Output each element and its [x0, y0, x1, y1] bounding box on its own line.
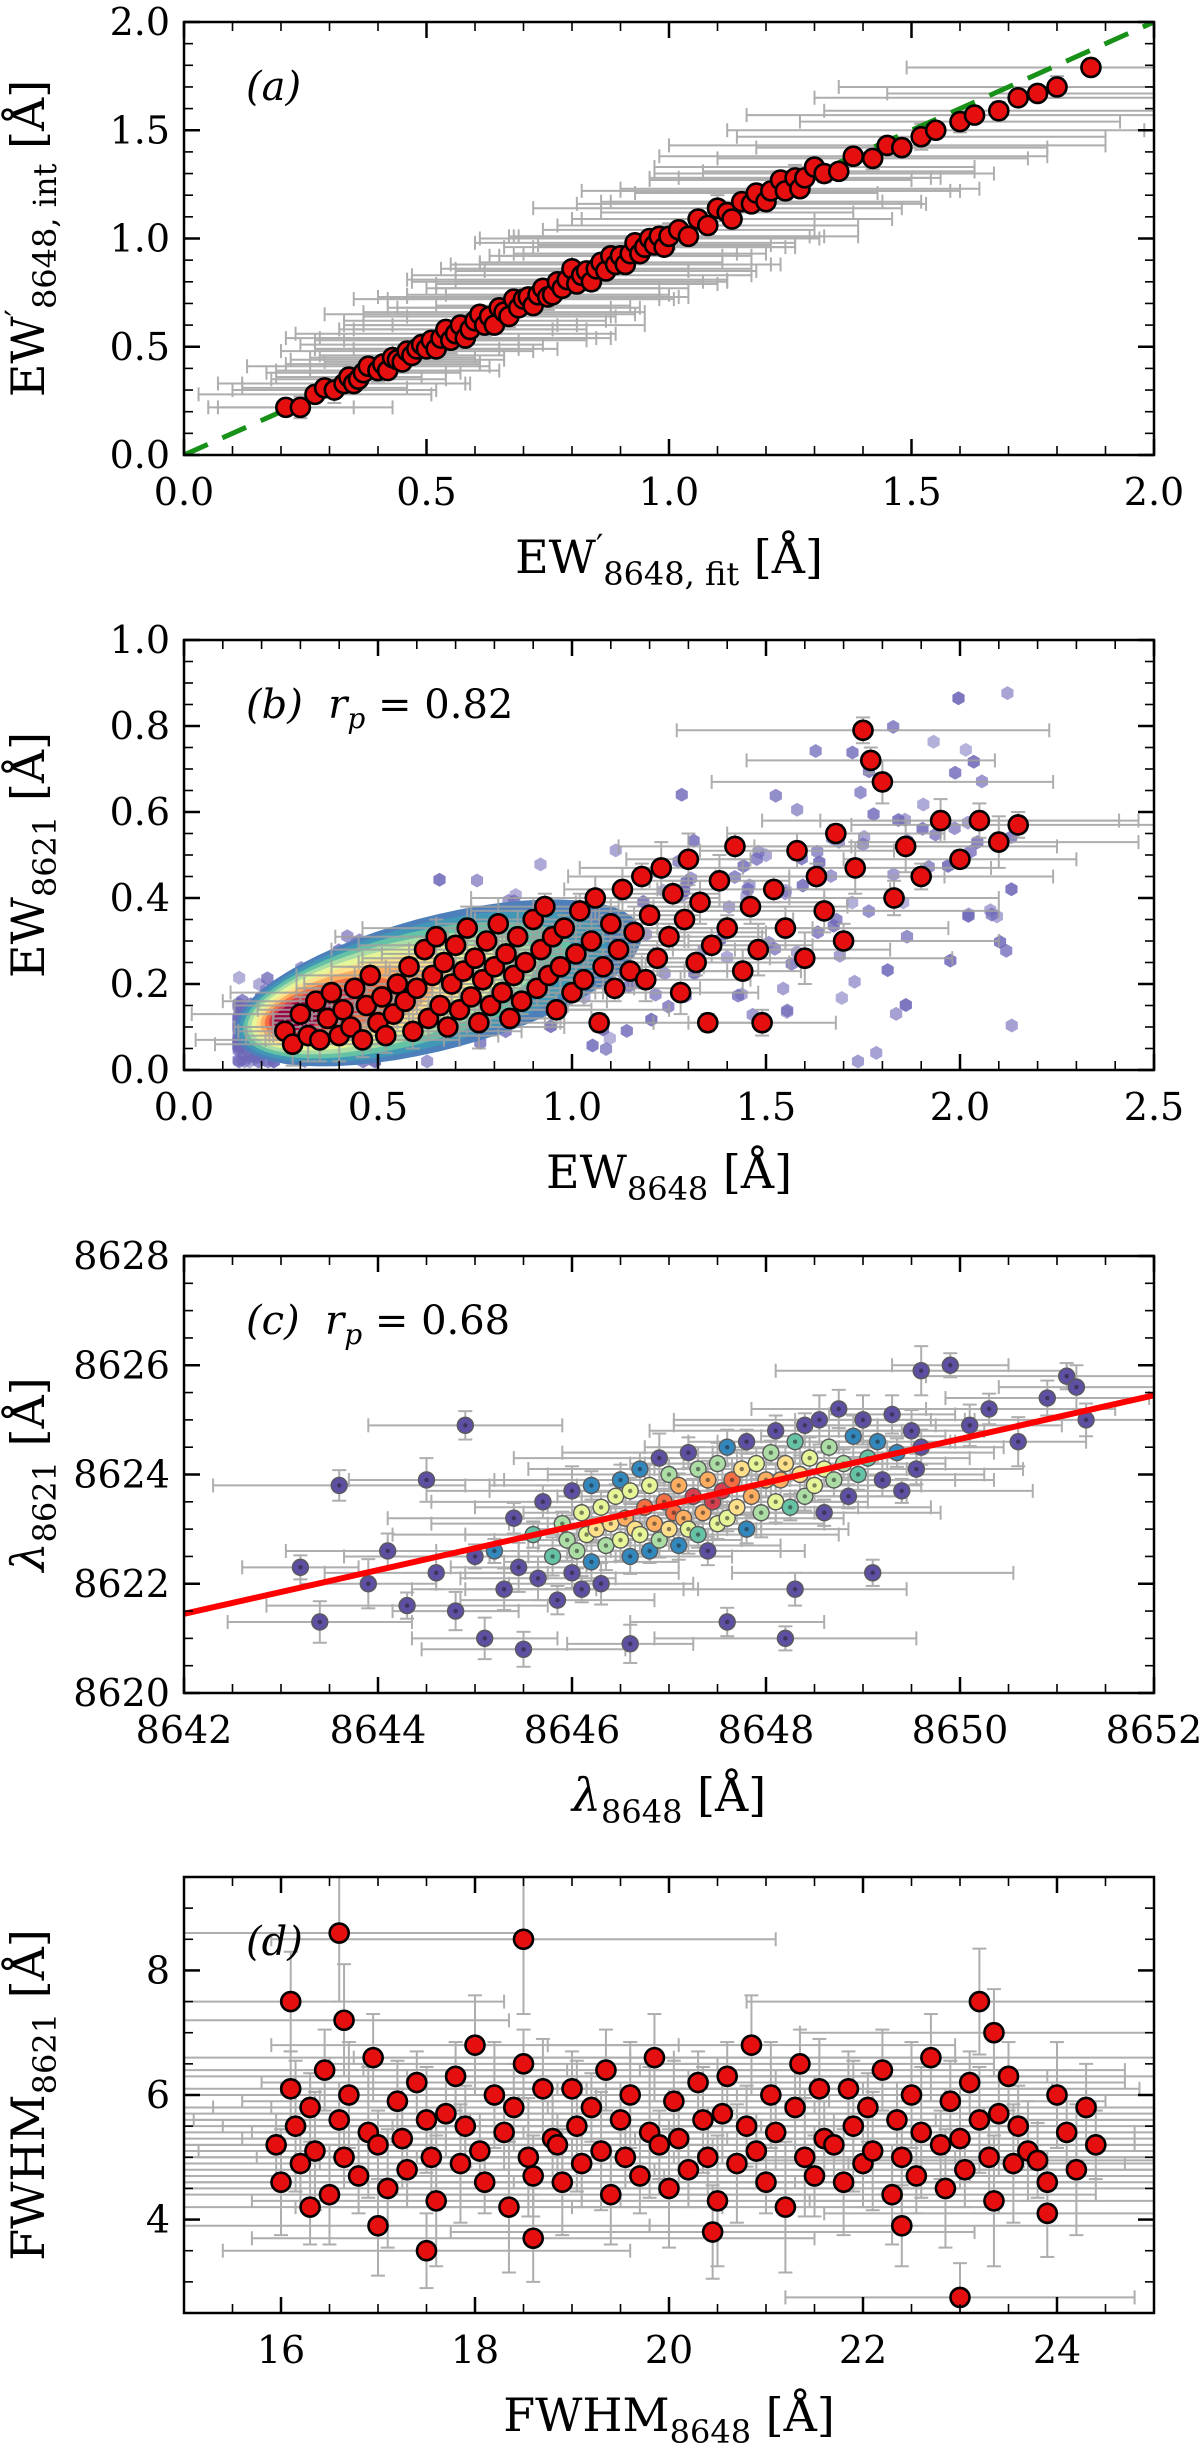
y-tick-label: 0.0 — [110, 1048, 170, 1092]
axis-ticks — [182, 638, 1156, 1072]
y-tick-label: 8626 — [73, 1343, 170, 1387]
x-tick-label: 2.0 — [1124, 470, 1184, 514]
x-tick-label: 16 — [257, 2328, 305, 2372]
x-tick-label: 0.5 — [348, 1085, 408, 1129]
x-axis-label: λ8648 [Å] — [570, 1767, 766, 1831]
y-tick-label: 0.6 — [110, 790, 170, 834]
x-tick-label: 2.0 — [930, 1085, 990, 1129]
panel-letter-label: (c) rp = 0.68 — [246, 1298, 510, 1351]
panel-a-data-layer — [184, 22, 1154, 455]
x-tick-label: 1.0 — [639, 470, 699, 514]
axis-ticks — [182, 1254, 1156, 1695]
data-points — [291, 1356, 1095, 1659]
data-points — [274, 719, 1030, 1055]
x-tick-label: 8650 — [912, 1708, 1009, 1752]
y-tick-label: 8628 — [73, 1234, 170, 1278]
y-tick-label: 8624 — [73, 1453, 170, 1497]
panel-b-data-layer — [190, 686, 1154, 1069]
x-tick-label: 24 — [1033, 2328, 1081, 2372]
y-axis-label: EW8621 [Å] — [0, 732, 64, 978]
x-tick-label: 8644 — [330, 1708, 427, 1752]
error-bars — [184, 1877, 1154, 2313]
x-tick-label: 8642 — [136, 1708, 233, 1752]
x-axis-label: EW′8648, fit [Å] — [515, 527, 823, 593]
y-tick-label: 4 — [146, 2198, 170, 2242]
panel-letter-label: (d) — [246, 1919, 303, 1965]
x-tick-label: 18 — [451, 2328, 499, 2372]
panel-c: 8642 8644 8646 8648 8650 8652 8620 8622 8624 8626… — [0, 1234, 1200, 1831]
x-tick-label: 1.5 — [881, 470, 941, 514]
x-axis-label: EW8648 [Å] — [546, 1144, 792, 1208]
data-points — [275, 56, 1102, 419]
y-tick-label: 0.4 — [110, 876, 170, 920]
panel-c-data-layer — [184, 1345, 1154, 1668]
y-tick-label: 0.2 — [110, 962, 170, 1006]
x-tick-label: 0.0 — [154, 1085, 214, 1129]
y-tick-label: 1.0 — [110, 618, 170, 662]
y-tick-label: 0.5 — [110, 325, 170, 369]
y-tick-label: 0.0 — [110, 433, 170, 477]
y-axis-label: EW′8648, int [Å] — [0, 80, 64, 397]
x-tick-label: 2.5 — [1124, 1085, 1184, 1129]
y-axis-label: λ8621 [Å] — [0, 1377, 64, 1573]
panel-letter-label: (b) rp = 0.82 — [246, 682, 513, 735]
x-tick-label: 1.5 — [736, 1085, 796, 1129]
fit-line — [184, 1392, 1154, 1617]
panel-d-data-layer — [184, 1877, 1154, 2313]
y-tick-label: 2.0 — [110, 0, 170, 44]
y-axis-label: FWHM8621 [Å] — [0, 1929, 64, 2261]
data-points — [265, 1922, 1107, 2309]
x-tick-label: 20 — [645, 2328, 693, 2372]
x-tick-label: 0.0 — [154, 470, 214, 514]
panel-b: 0.0 0.5 1.0 1.5 2.0 2.5 0.0 0.2 0.4 0.6 0.8 1.0 EW86… — [0, 618, 1184, 1208]
axis-ticks — [183, 1876, 1155, 2314]
x-tick-label: 8652 — [1106, 1708, 1200, 1752]
x-tick-label: 1.0 — [542, 1085, 602, 1129]
panel-a: 0.0 0.5 1.0 1.5 2.0 0.0 0.5 1.0 1.5 2.0 EW′8648, f… — [0, 0, 1184, 593]
y-tick-label: 8622 — [73, 1562, 170, 1606]
x-tick-label: 0.5 — [396, 470, 456, 514]
x-axis-label: FWHM8648 [Å] — [503, 2387, 835, 2450]
panel-d: 16 18 20 22 24 4 6 8 FWHM8648 [Å] FWHM8621 [Å] (d) — [0, 1875, 1156, 2450]
panel-letter-label: (a) — [246, 64, 301, 110]
x-tick-label: 8646 — [524, 1708, 621, 1752]
y-tick-label: 8620 — [73, 1671, 170, 1715]
error-bars — [197, 60, 1154, 420]
x-tick-label: 8648 — [718, 1708, 815, 1752]
y-tick-label: 1.5 — [110, 108, 170, 152]
x-tick-label: 22 — [839, 2328, 887, 2372]
y-tick-label: 1.0 — [110, 217, 170, 261]
y-tick-label: 8 — [146, 1948, 170, 1992]
y-tick-label: 6 — [146, 2073, 170, 2117]
axis-ticks — [182, 20, 1156, 457]
y-tick-label: 0.8 — [110, 704, 170, 748]
